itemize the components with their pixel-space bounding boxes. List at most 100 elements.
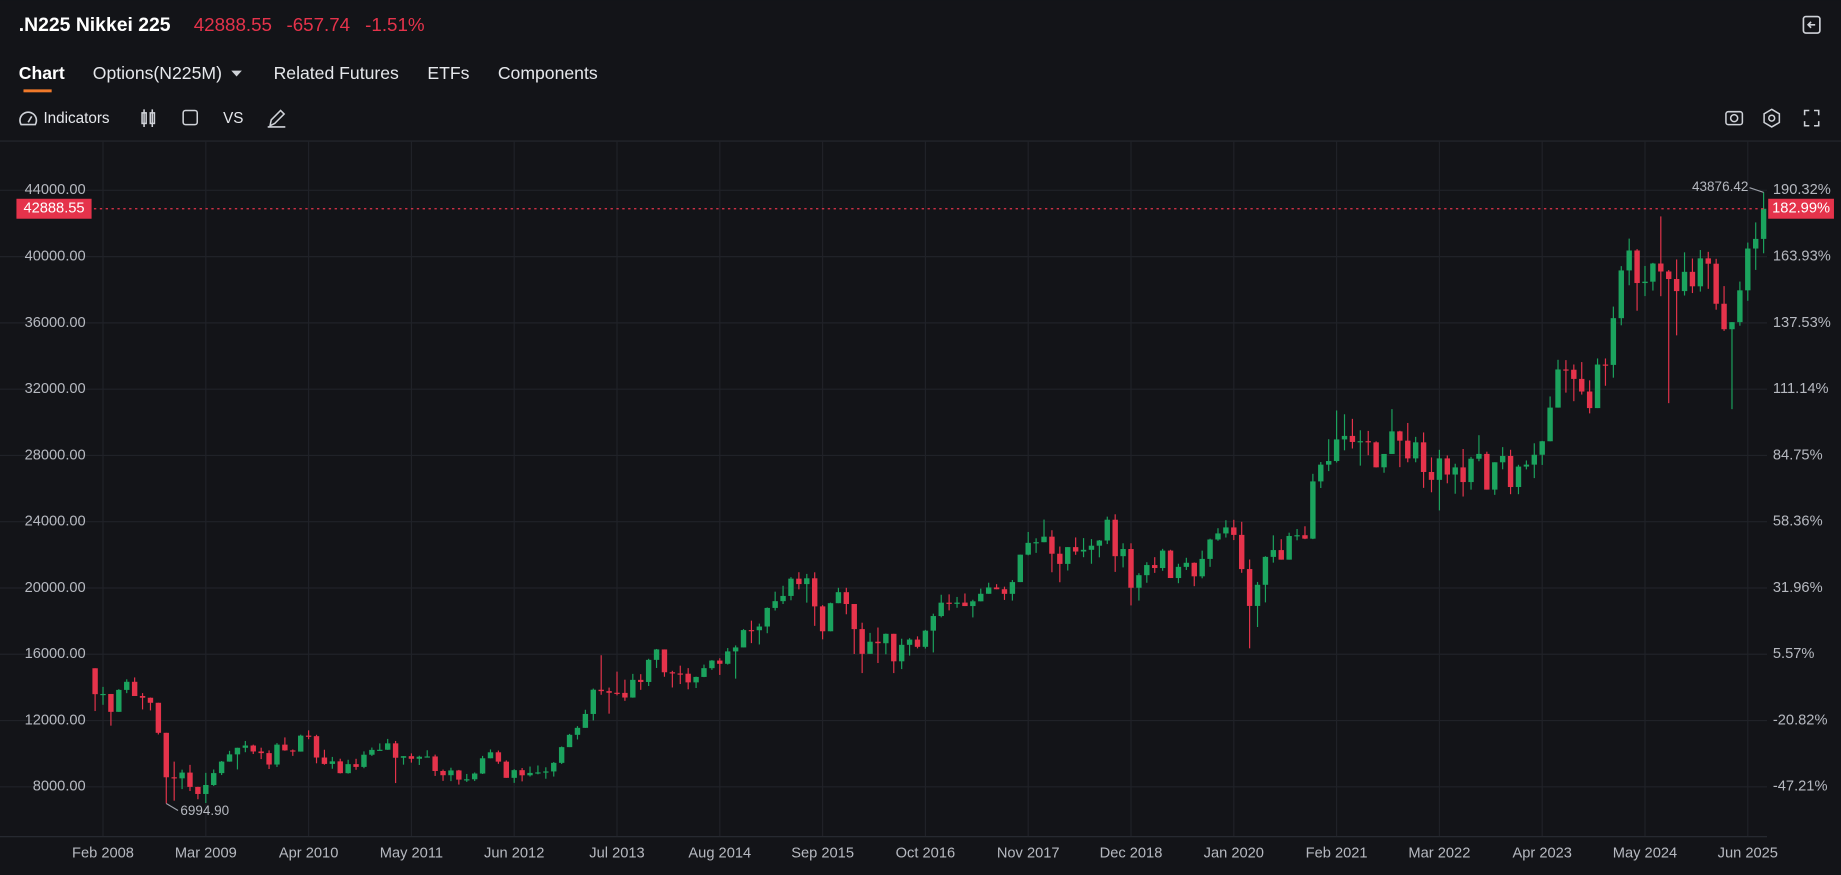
candle-body: [1452, 467, 1458, 475]
tab[interactable]: Chart: [19, 63, 65, 83]
candle-body: [1594, 364, 1601, 409]
candle-body: [978, 593, 984, 602]
candle-body: [226, 754, 233, 762]
candle-body: [147, 697, 154, 703]
candle-body: [464, 779, 470, 781]
candle-body: [519, 770, 525, 776]
candle-body: [859, 629, 865, 654]
candle-body: [606, 691, 612, 693]
candle-body: [693, 676, 699, 683]
annotation-leader: [1749, 187, 1764, 193]
tab[interactable]: Components: [498, 63, 598, 83]
y2-tick-label: 163.93%: [1773, 248, 1831, 264]
candle-body: [495, 752, 502, 762]
x-tick-label: Jul 2013: [589, 846, 644, 862]
candle-body: [725, 651, 731, 664]
candle-body: [535, 772, 541, 774]
toolbar-label[interactable]: VS: [223, 110, 243, 127]
candle-body: [1310, 481, 1316, 539]
x-tick-label: Aug 2014: [688, 846, 751, 862]
candle-body: [503, 761, 509, 778]
candle-body: [1650, 263, 1656, 282]
candle-body: [1563, 369, 1569, 371]
candle-body: [827, 603, 834, 632]
x-tick-label: Jun 2012: [484, 846, 544, 862]
fullscreen-icon[interactable]: [1803, 109, 1820, 127]
candle-body: [1555, 369, 1561, 408]
candle-body: [906, 639, 913, 645]
candle-body: [163, 732, 169, 778]
shape-icon[interactable]: [182, 109, 199, 126]
change: -657.74: [286, 14, 350, 35]
y-tick-label: 8000.00: [33, 779, 86, 795]
toolbar-label[interactable]: Indicators: [43, 110, 109, 127]
dropdown-caret[interactable]: [231, 70, 242, 77]
candle-body: [1476, 453, 1482, 459]
candle-body: [179, 772, 185, 779]
tab[interactable]: ETFs: [427, 63, 469, 83]
last-price-label: 42888.55: [23, 201, 84, 217]
x-tick-label: Oct 2016: [896, 846, 955, 862]
candle-body: [1270, 550, 1277, 557]
candle-body: [131, 681, 138, 697]
candle-body: [298, 735, 304, 752]
candle-body: [1017, 554, 1023, 583]
tab[interactable]: Related Futures: [274, 63, 399, 83]
candle-body: [258, 751, 264, 754]
tab[interactable]: Options(N225M): [93, 63, 222, 83]
y2-tick-label: 31.96%: [1773, 580, 1823, 596]
draw-icon[interactable]: [267, 109, 286, 128]
candle-body: [701, 668, 707, 677]
y2-tick-label: 190.32%: [1773, 182, 1831, 198]
candle-body: [1610, 318, 1617, 365]
candle-body: [922, 630, 929, 647]
candle-body: [1080, 549, 1087, 552]
candle-body: [171, 777, 177, 779]
low-annotation: 6994.90: [180, 803, 229, 818]
candle-body: [1199, 558, 1205, 577]
candle-body: [353, 764, 359, 767]
screenshot-icon[interactable]: [1725, 110, 1744, 126]
candle-body: [1579, 378, 1585, 392]
candle-body: [717, 660, 723, 664]
candle-body: [1278, 550, 1284, 560]
tab-underline: [23, 89, 52, 93]
candle-body: [1318, 464, 1324, 482]
candle-body: [661, 649, 668, 673]
last-price: 42888.55: [194, 14, 272, 35]
candle-body: [1001, 589, 1008, 594]
candle-body: [1049, 536, 1055, 554]
candle-body: [1405, 440, 1411, 459]
candle-body: [867, 641, 873, 654]
candle-body: [685, 673, 691, 683]
candle-body: [1713, 263, 1719, 304]
candle-body: [645, 659, 652, 682]
candle-body: [1144, 565, 1150, 576]
candle-body: [1389, 431, 1395, 454]
indicators-button[interactable]: [19, 111, 38, 126]
candle-body: [1753, 238, 1759, 249]
candle-body: [1033, 542, 1039, 544]
y-tick-label: 32000.00: [25, 381, 86, 397]
x-tick-label: May 2011: [380, 846, 443, 862]
last-pct-label: 182.99%: [1772, 201, 1830, 217]
candle-body: [835, 592, 842, 604]
candle-body: [440, 770, 446, 776]
candle-body: [653, 649, 660, 660]
y2-tick-label: 58.36%: [1773, 514, 1823, 530]
candle-body: [1737, 290, 1743, 323]
candle-type-icon[interactable]: [141, 109, 156, 127]
x-tick-label: Dec 2018: [1100, 846, 1163, 862]
collapse-icon[interactable]: [1802, 15, 1821, 34]
candle-body: [1729, 322, 1735, 330]
candle-body: [290, 750, 296, 752]
candle-body: [1294, 535, 1300, 537]
y2-tick-label: 84.75%: [1773, 447, 1823, 463]
candle-body: [1420, 442, 1427, 472]
candle-body: [1231, 527, 1237, 535]
last-price-box: [16, 198, 92, 219]
candle-body: [780, 595, 786, 602]
candle-body: [432, 756, 438, 771]
settings-icon[interactable]: [1763, 108, 1781, 128]
candle-body: [1602, 364, 1609, 366]
